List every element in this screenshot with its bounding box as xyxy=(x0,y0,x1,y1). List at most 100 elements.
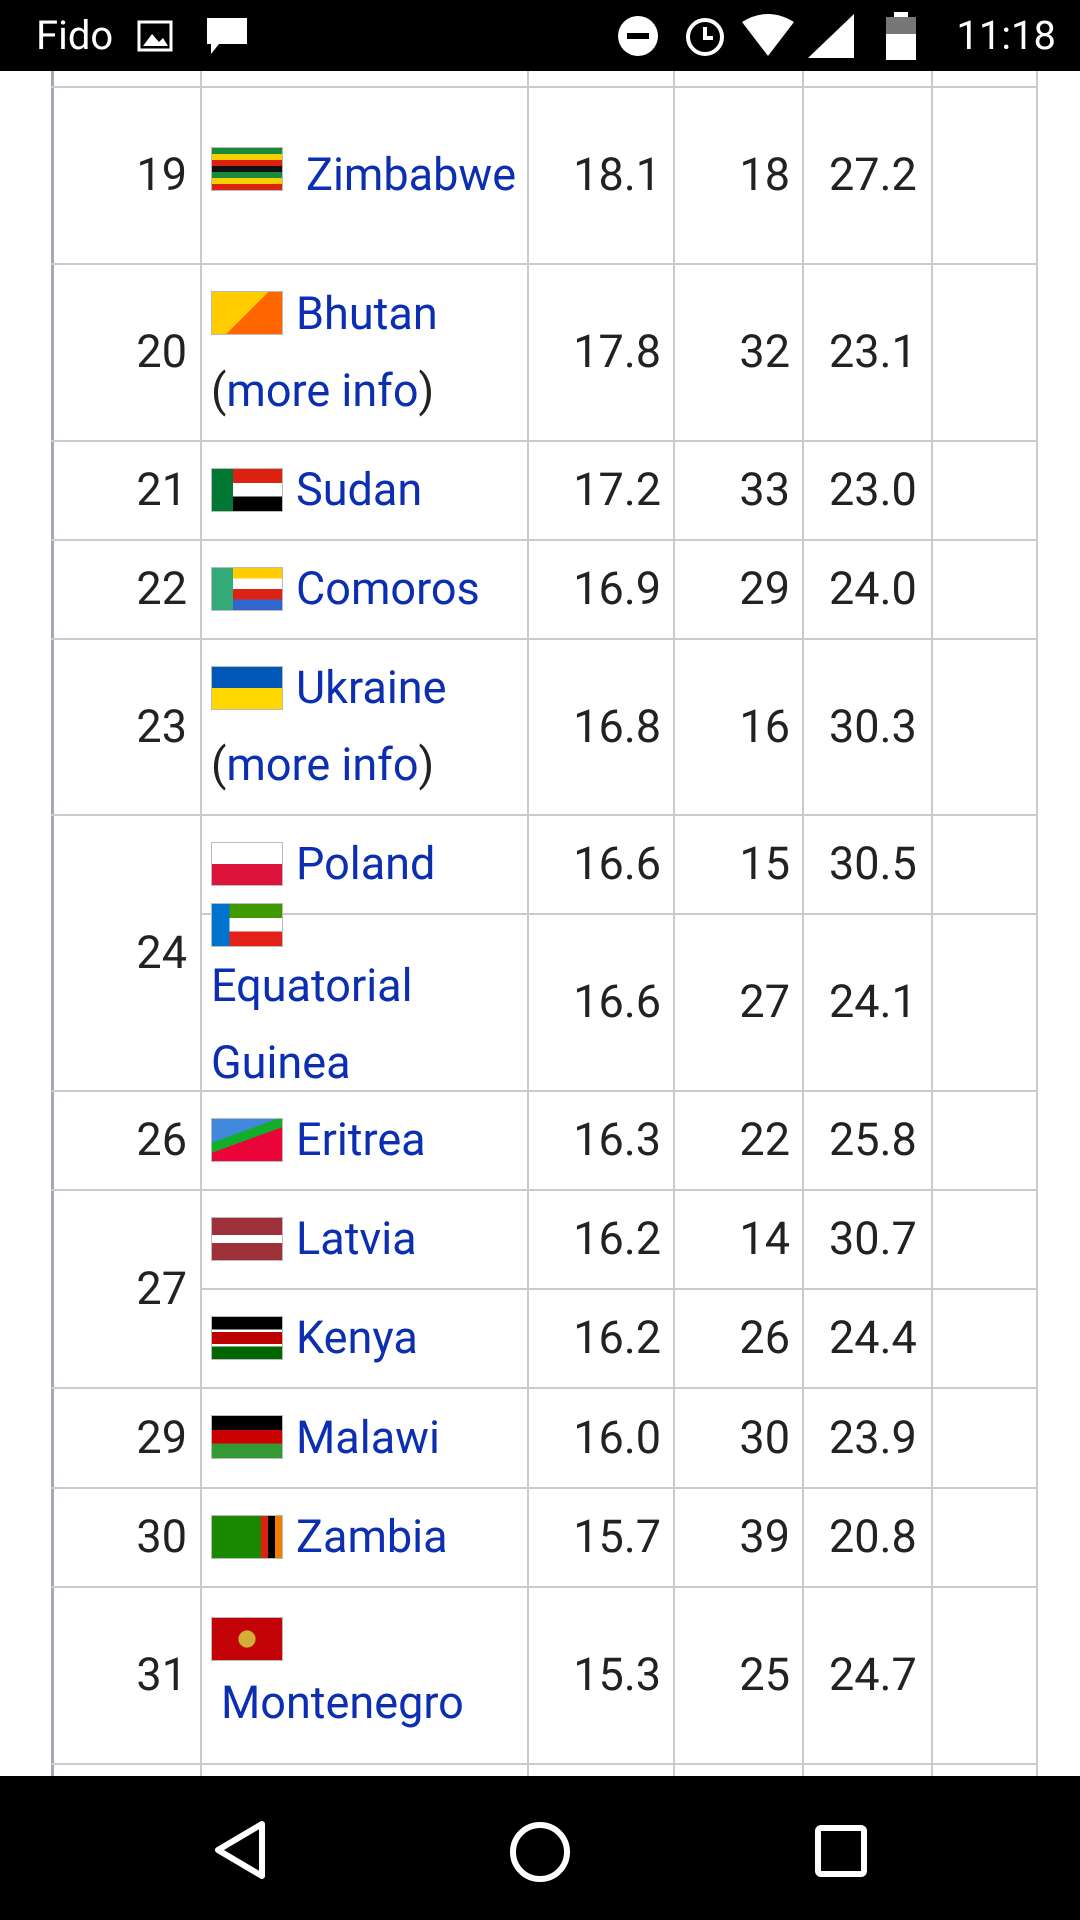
more-info: (more info) xyxy=(211,352,527,429)
value-cell: 29 xyxy=(739,562,790,615)
country-link[interactable]: Zambia xyxy=(296,1510,448,1563)
flag xyxy=(211,1415,283,1459)
rank-cell: 23 xyxy=(136,699,187,753)
rank-cell: 29 xyxy=(136,1410,187,1464)
country-link[interactable]: Latvia xyxy=(296,1212,417,1265)
country-link[interactable]: Montenegro xyxy=(221,1675,464,1729)
rank-cell: 27 xyxy=(136,1261,187,1315)
column-border xyxy=(1036,71,1038,1776)
rank-cell: 19 xyxy=(136,148,187,201)
value-cell: 23.9 xyxy=(829,1410,917,1464)
value-cell: 16 xyxy=(739,699,790,753)
value-cell: 23.1 xyxy=(829,325,917,378)
rank-cell: 21 xyxy=(136,463,187,516)
alarm-icon xyxy=(686,18,724,56)
country-cell: Comoros xyxy=(200,539,527,638)
paren: ) xyxy=(418,363,435,417)
navigation-bar xyxy=(0,1776,1080,1920)
back-button[interactable] xyxy=(210,1820,270,1880)
value-cell: 24.4 xyxy=(829,1311,917,1364)
value-cell: 16.6 xyxy=(573,837,661,890)
country-link[interactable]: Equatorial Guinea xyxy=(211,958,413,1089)
country-link[interactable]: Poland xyxy=(296,837,436,890)
row-border xyxy=(51,1586,1036,1588)
more-info-link[interactable]: more info xyxy=(226,363,419,417)
row-border xyxy=(200,1288,1036,1290)
country-cell: Kenya xyxy=(200,1288,527,1387)
flag xyxy=(211,902,283,947)
rank-cell: 26 xyxy=(136,1113,187,1166)
rank-cell: 22 xyxy=(136,562,187,615)
value-cell: 27 xyxy=(739,975,790,1028)
country-link[interactable]: Eritrea xyxy=(296,1113,426,1166)
value-cell: 22 xyxy=(739,1113,790,1166)
flag xyxy=(211,566,283,611)
value-cell: 25.8 xyxy=(829,1113,917,1166)
country-cell: Eritrea xyxy=(200,1090,527,1189)
gallery-icon xyxy=(137,20,173,52)
row-border xyxy=(51,86,1036,88)
value-cell: 16.0 xyxy=(573,1410,661,1464)
country-cell: Poland xyxy=(200,814,527,913)
more-info: (more info) xyxy=(211,726,527,803)
country-cell: Latvia xyxy=(200,1189,527,1288)
status-bar: Fido 11:18 xyxy=(0,0,1080,71)
flag xyxy=(211,665,283,710)
rank-cell: 20 xyxy=(136,325,187,378)
country-link[interactable]: Kenya xyxy=(296,1311,418,1364)
home-button[interactable] xyxy=(508,1820,572,1884)
value-cell: 16.8 xyxy=(573,699,661,753)
value-cell: 18 xyxy=(739,148,790,201)
value-cell: 24.0 xyxy=(829,562,917,615)
country-cell: Zambia xyxy=(200,1487,527,1586)
country-link[interactable]: Comoros xyxy=(296,562,480,615)
row-border xyxy=(51,638,1036,640)
country-link[interactable]: Bhutan xyxy=(296,286,438,340)
paren: ) xyxy=(418,738,435,791)
country-link[interactable]: Malawi xyxy=(296,1410,440,1464)
flag xyxy=(211,1117,283,1162)
value-cell: 24.7 xyxy=(829,1648,917,1701)
paren: ( xyxy=(211,738,227,791)
value-cell: 17.8 xyxy=(573,325,661,378)
value-cell: 16.9 xyxy=(573,562,661,615)
row-border xyxy=(51,814,1036,816)
flag xyxy=(211,1315,283,1360)
battery-icon xyxy=(886,12,916,60)
value-cell: 15.3 xyxy=(573,1648,661,1701)
flag xyxy=(211,1514,283,1559)
value-cell: 16.2 xyxy=(573,1212,661,1265)
bbm-icon xyxy=(207,18,247,54)
value-cell: 17.2 xyxy=(573,463,661,516)
wifi-icon xyxy=(742,14,794,56)
row-border xyxy=(200,913,1036,915)
flag xyxy=(211,291,283,335)
column-border xyxy=(673,71,675,1776)
rank-cell: 30 xyxy=(136,1510,187,1563)
rank-cell: 31 xyxy=(136,1648,187,1701)
value-cell: 30 xyxy=(739,1410,790,1464)
dnd-icon xyxy=(618,16,658,56)
column-border xyxy=(931,71,933,1776)
country-link[interactable]: Sudan xyxy=(296,463,423,516)
column-border xyxy=(200,71,202,1776)
country-link[interactable]: Ukraine xyxy=(296,661,447,714)
country-cell: Malawi xyxy=(200,1387,527,1487)
country-link[interactable]: Zimbabwe xyxy=(306,147,517,201)
value-cell: 30.7 xyxy=(829,1212,917,1265)
flag xyxy=(211,841,283,886)
more-info-link[interactable]: more info xyxy=(226,738,419,791)
country-cell: Ukraine (more info) xyxy=(200,638,527,814)
paren: ( xyxy=(211,363,227,417)
row-border xyxy=(51,1189,1036,1191)
value-cell: 18.1 xyxy=(573,148,661,201)
value-cell: 30.5 xyxy=(829,837,917,890)
recents-button[interactable] xyxy=(814,1824,868,1878)
row-border xyxy=(51,1090,1036,1092)
flag xyxy=(211,1616,283,1661)
country-cell: Bhutan (more info) xyxy=(200,263,527,440)
value-cell: 16.6 xyxy=(573,975,661,1028)
value-cell: 39 xyxy=(739,1510,790,1563)
column-border xyxy=(51,71,54,1776)
